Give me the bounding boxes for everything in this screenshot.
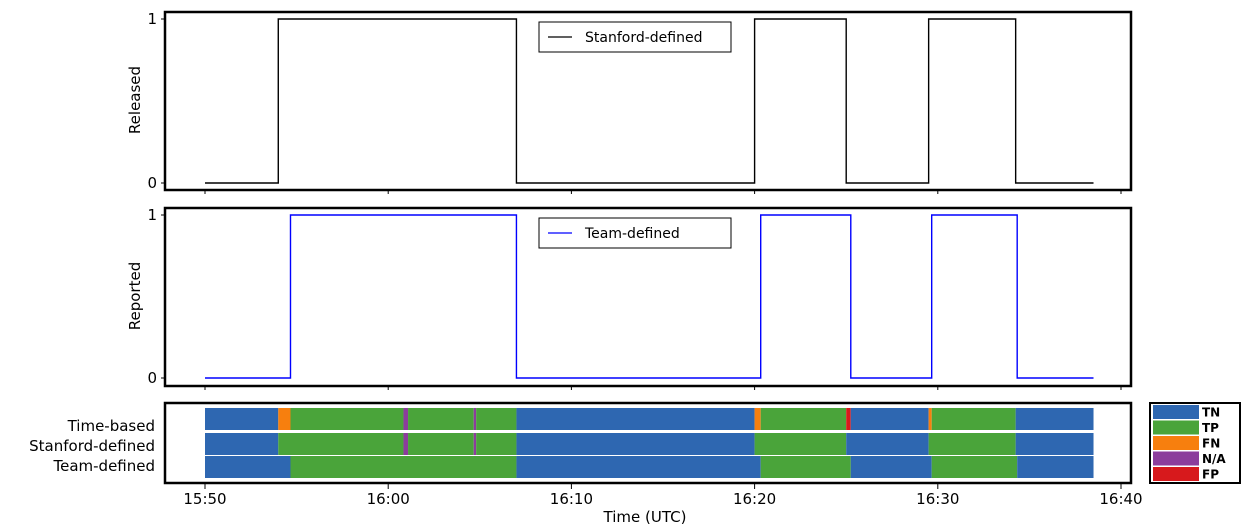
ytick-label: 0	[147, 174, 157, 192]
ytick-label: 1	[147, 206, 157, 224]
segment-tn	[205, 433, 279, 455]
ylabel-released: Released	[126, 66, 144, 134]
xtick-label: 16:20	[733, 490, 776, 508]
segment-tp	[928, 433, 1016, 455]
segment-fp	[846, 408, 851, 430]
legend-team: Team-defined	[538, 217, 732, 249]
segment-tn	[850, 408, 929, 430]
ytick-label: 1	[147, 10, 157, 28]
segment-tn	[516, 408, 755, 430]
segment-fn	[278, 408, 291, 430]
series-line-team-defined	[205, 214, 1094, 379]
legend-team-label: Team-defined	[584, 226, 680, 242]
segment-tp	[760, 408, 847, 430]
xtick-label: 16:10	[550, 490, 593, 508]
legend-label-tp: TP	[1202, 421, 1219, 435]
xtick-label: 15:50	[183, 490, 226, 508]
segment-tn	[1017, 456, 1094, 478]
segment-tn	[846, 433, 929, 455]
segment-tn	[516, 456, 761, 478]
segment-tp	[278, 433, 404, 455]
xtick-label: 16:40	[1099, 490, 1142, 508]
segment-tp	[408, 408, 474, 430]
xticks: 15:50 16:00 16:10 16:20 16:30 16:40	[183, 190, 1143, 508]
segment-tn	[850, 456, 932, 478]
segment-na	[403, 433, 409, 455]
segment-na	[473, 433, 477, 455]
legend-stanford-label: Stanford-defined	[585, 30, 702, 46]
ylabel-reported: Reported	[126, 262, 144, 330]
xtick-label: 16:30	[916, 490, 959, 508]
segment-tn	[1015, 433, 1094, 455]
panel-released-frame	[163, 10, 1133, 192]
segment-tp	[408, 433, 474, 455]
segment-tp	[760, 456, 851, 478]
ytick-label: 0	[147, 369, 157, 387]
xtick-label: 16:00	[367, 490, 410, 508]
segment-fn	[754, 408, 761, 430]
segment-tp	[476, 433, 517, 455]
reported-series	[205, 214, 1094, 379]
series-line-stanford-defined	[205, 18, 1094, 184]
panel-reported: Reported 01 Team-defined	[126, 206, 1133, 388]
segment-tn	[1015, 408, 1094, 430]
legend-swatch-tp	[1153, 420, 1199, 435]
segment-na	[473, 408, 477, 430]
segment-tp	[290, 408, 404, 430]
panel-reported-frame	[163, 206, 1133, 388]
segment-na	[403, 408, 409, 430]
segment-tn	[516, 433, 755, 455]
segment-tn	[205, 456, 291, 478]
legend-swatch-na	[1153, 451, 1199, 466]
panel-classification: Time-based Stanford-defined Team-defined…	[29, 190, 1143, 525]
segment-tp	[754, 433, 847, 455]
legend-swatch-tn	[1153, 405, 1199, 419]
xlabel: Time (UTC)	[603, 508, 687, 525]
row-label-time-based: Time-based	[67, 417, 155, 435]
segment-tp	[476, 408, 517, 430]
released-series	[205, 18, 1094, 184]
panel-classification-frame	[163, 401, 1133, 485]
legend-label-tn: TN	[1202, 406, 1220, 420]
classification-bars	[205, 408, 1094, 478]
released-yticks: 01	[147, 10, 166, 192]
row-label-team-defined: Team-defined	[52, 457, 155, 475]
legend-label-fn: FN	[1202, 437, 1220, 451]
segment-tp	[290, 456, 517, 478]
legend-label-na: N/A	[1202, 452, 1226, 466]
segment-fn	[928, 408, 932, 430]
segment-tp	[931, 456, 1018, 478]
legend-stanford: Stanford-defined	[538, 21, 732, 53]
reported-yticks: 01	[147, 206, 166, 387]
legend-swatch-fn	[1153, 436, 1199, 450]
segment-tn	[205, 408, 279, 430]
row-label-stanford-defined: Stanford-defined	[29, 437, 155, 455]
legend-swatch-fp	[1153, 467, 1199, 481]
panel-released: Released 01 Stanford-defined	[126, 10, 1133, 192]
legend-label-fp: FP	[1202, 468, 1219, 482]
segment-tp	[931, 408, 1016, 430]
